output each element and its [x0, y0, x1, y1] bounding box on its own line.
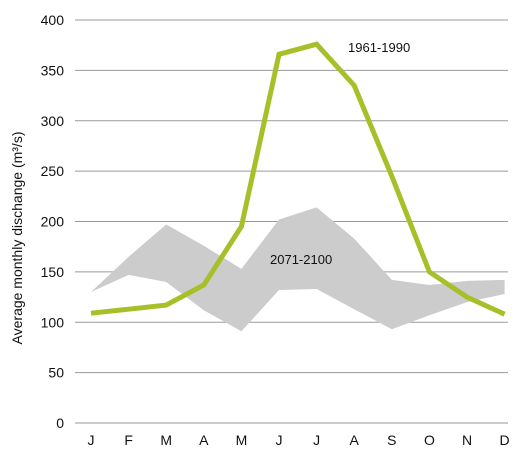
y-tick-label-250: 250 [41, 163, 65, 179]
y-tick-label-400: 400 [41, 12, 65, 28]
x-tick-label-6: J [276, 432, 283, 448]
y-tick-labels: 0 50 100 150 200 250 300 350 400 [41, 12, 65, 431]
y-axis-label: Average monthly dischange (m³/s) [9, 132, 25, 345]
y-tick-label-200: 200 [41, 214, 65, 230]
series-label-2071-2100: 2071-2100 [270, 252, 332, 267]
x-tick-label-12: D [500, 432, 510, 448]
y-tick-label-0: 0 [56, 415, 64, 431]
x-tick-label-2: F [124, 432, 133, 448]
line-layer [90, 41, 506, 317]
y-tick-label-150: 150 [41, 264, 65, 280]
x-tick-label-5: M [236, 432, 248, 448]
x-tick-label-9: S [387, 432, 396, 448]
band-layer [91, 207, 505, 332]
x-tick-label-10: O [424, 432, 435, 448]
y-tick-label-300: 300 [41, 113, 65, 129]
series-line-1961-1990 [90, 41, 506, 317]
x-tick-label-4: A [199, 432, 209, 448]
series-label-1961-1990: 1961-1990 [348, 40, 410, 55]
x-tick-label-8: A [350, 432, 360, 448]
x-tick-label-7: J [313, 432, 320, 448]
y-tick-label-50: 50 [48, 365, 64, 381]
series-band-2071-2100 [91, 207, 505, 332]
x-tick-label-11: N [462, 432, 472, 448]
x-tick-label-1: J [88, 432, 95, 448]
series-labels: 1961-1990 2071-2100 [270, 40, 410, 267]
y-tick-label-100: 100 [41, 314, 65, 330]
x-tick-label-3: M [160, 432, 172, 448]
y-tick-label-350: 350 [41, 62, 65, 78]
